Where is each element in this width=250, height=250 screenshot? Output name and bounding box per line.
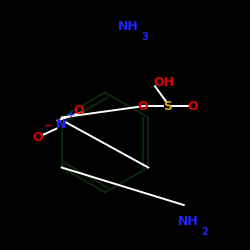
Text: 2: 2 <box>201 227 208 237</box>
Text: NH: NH <box>178 215 199 228</box>
Text: O: O <box>32 131 43 144</box>
Text: 3: 3 <box>141 32 148 42</box>
Text: −: − <box>44 121 52 131</box>
Text: OH: OH <box>153 76 174 89</box>
Text: N: N <box>56 118 66 132</box>
Text: O: O <box>187 100 198 113</box>
Text: NH: NH <box>118 20 139 33</box>
Text: O: O <box>137 100 148 113</box>
Text: O: O <box>74 104 84 117</box>
Text: S: S <box>163 100 172 113</box>
Text: +: + <box>68 110 76 120</box>
